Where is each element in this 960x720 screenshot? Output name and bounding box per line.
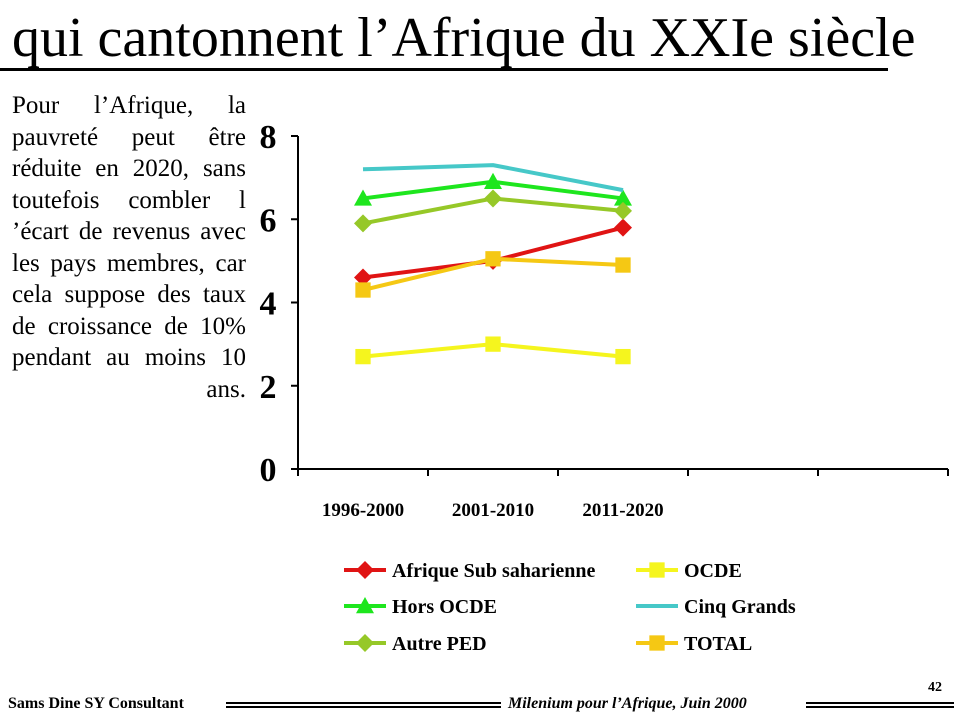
data-point-marker — [484, 172, 502, 189]
legend-label: Hors OCDE — [392, 596, 497, 618]
chart-axes: 0 2 4 6 8 1996-2000 2001-2010 2011-2020 — [260, 119, 949, 521]
data-point-marker — [356, 597, 374, 614]
series-total — [355, 251, 631, 298]
data-point-marker — [615, 348, 631, 365]
x-tick-label: 2001-2010 — [452, 500, 534, 521]
legend-item: Afrique Sub saharienne — [344, 560, 595, 582]
page-title: qui cantonnent l’Afrique du XXIe siècle — [12, 7, 916, 69]
series-hors-ocde — [354, 172, 632, 206]
y-tick-label: 4 — [260, 286, 277, 323]
data-point-marker — [484, 189, 502, 208]
legend-label: TOTAL — [684, 633, 752, 655]
data-point-marker — [649, 562, 665, 578]
data-point-marker — [485, 336, 501, 352]
legend-label: Autre PED — [392, 633, 487, 655]
legend-label: Cinq Grands — [684, 596, 796, 618]
legend-item: Autre PED — [344, 633, 487, 655]
legend-item: Cinq Grands — [636, 596, 796, 618]
footer-rule-right — [806, 702, 954, 708]
data-point-marker — [354, 268, 372, 287]
series-cinq-grands — [362, 163, 624, 193]
data-point-marker — [615, 257, 631, 273]
data-point-marker — [485, 251, 501, 267]
data-point-marker — [355, 282, 371, 298]
x-tick-label: 1996-2000 — [322, 500, 404, 521]
data-point-marker — [355, 348, 371, 365]
data-point-marker — [614, 189, 632, 206]
legend-label: Afrique Sub saharienne — [392, 560, 595, 582]
data-point-marker — [649, 635, 665, 651]
y-tick-label: 8 — [260, 119, 277, 156]
data-point-marker — [354, 189, 372, 206]
data-point-marker — [356, 561, 374, 579]
series-line — [362, 163, 624, 193]
page-number: 42 — [928, 680, 942, 695]
data-point-marker — [356, 634, 374, 652]
side-paragraph: Pour l’Afrique, la pauvreté peut être ré… — [12, 92, 246, 403]
data-point-marker — [354, 214, 372, 233]
y-tick-label: 0 — [260, 452, 277, 489]
legend-item: Hors OCDE — [344, 596, 497, 618]
footer-author: Sams Dine SY Consultant — [8, 695, 184, 712]
data-point-marker — [614, 218, 632, 237]
chart-legend: Afrique Sub saharienne OCDE Hors OCDE Cinq … — [344, 560, 796, 655]
legend-item: OCDE — [636, 560, 742, 582]
legend-label: OCDE — [684, 560, 742, 582]
footer-rule-left — [226, 702, 501, 708]
data-point-marker — [614, 201, 632, 220]
series-ocde — [355, 336, 631, 365]
series-autre-ped — [354, 189, 632, 233]
footer-source: Milenium pour l’Afrique, Juin 2000 — [508, 695, 747, 712]
legend-item: TOTAL — [636, 633, 752, 655]
y-tick-label: 2 — [260, 369, 277, 406]
chart-series — [354, 163, 632, 365]
x-tick-label: 2011-2020 — [582, 500, 663, 521]
title-underline — [0, 68, 888, 71]
y-tick-label: 6 — [260, 202, 277, 239]
